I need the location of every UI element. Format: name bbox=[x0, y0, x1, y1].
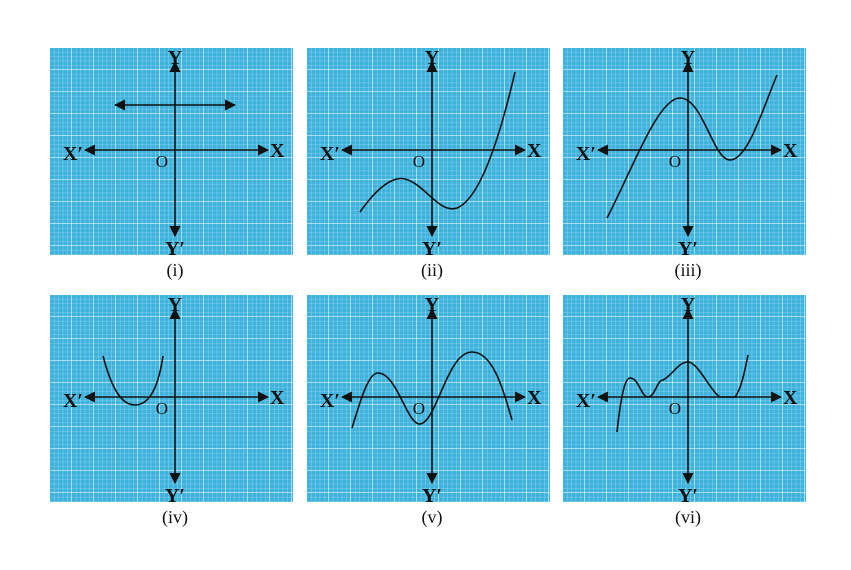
graph-panel: Y Y′ X X′ O (iv) bbox=[50, 294, 293, 528]
curve bbox=[351, 351, 513, 429]
grid-major bbox=[563, 295, 806, 502]
curve bbox=[616, 354, 749, 433]
grid-major bbox=[50, 295, 293, 502]
axis-label-x: X bbox=[783, 387, 798, 409]
axis-label-x-prime: X′ bbox=[576, 143, 596, 165]
axis-label-x-prime: X′ bbox=[320, 390, 340, 412]
curve bbox=[606, 74, 778, 219]
axis-label-x-prime: X′ bbox=[576, 390, 596, 412]
panel-caption: (v) bbox=[422, 507, 443, 528]
panel-caption: (vi) bbox=[675, 507, 701, 528]
origin-label: O bbox=[413, 399, 425, 418]
axis-label-y: Y bbox=[425, 47, 440, 69]
origin-label: O bbox=[156, 399, 168, 418]
axis-label-x: X bbox=[783, 140, 798, 162]
graph-panel: Y Y′ X X′ O (v) bbox=[307, 294, 550, 528]
origin-label: O bbox=[669, 399, 681, 418]
axis-label-x: X bbox=[270, 387, 285, 409]
axis-label-y: Y bbox=[425, 294, 440, 316]
origin-label: O bbox=[156, 152, 168, 171]
curve bbox=[102, 355, 164, 406]
curve bbox=[359, 71, 516, 213]
graph-panel: Y Y′ X X′ O (ii) bbox=[307, 47, 550, 281]
axis-label-y-prime: Y′ bbox=[422, 238, 442, 260]
axis-label-y: Y bbox=[681, 294, 696, 316]
axis-label-y-prime: Y′ bbox=[678, 485, 698, 507]
axis-label-y-prime: Y′ bbox=[422, 485, 442, 507]
grid-major bbox=[50, 48, 293, 255]
panel-caption: (iv) bbox=[162, 507, 188, 528]
axis-label-y-prime: Y′ bbox=[678, 238, 698, 260]
axis-label-y-prime: Y′ bbox=[165, 238, 185, 260]
graph-panel: Y Y′ X X′ O (iii) bbox=[563, 47, 806, 281]
graph-panel: Y Y′ X X′ O (vi) bbox=[563, 294, 806, 528]
axis-label-y: Y bbox=[168, 294, 183, 316]
axis-label-x: X bbox=[270, 140, 285, 162]
grid-major bbox=[563, 48, 806, 255]
axis-label-y: Y bbox=[168, 47, 183, 69]
panel-caption: (iii) bbox=[675, 260, 702, 281]
axis-label-x-prime: X′ bbox=[320, 143, 340, 165]
panel-caption: (i) bbox=[167, 260, 184, 281]
axis-label-x: X bbox=[527, 140, 542, 162]
origin-label: O bbox=[413, 152, 425, 171]
grid-major bbox=[307, 295, 550, 502]
graph-panel: Y Y′ X X′ O (i) bbox=[50, 47, 293, 281]
axis-label-x-prime: X′ bbox=[63, 390, 83, 412]
axis-label-x-prime: X′ bbox=[63, 143, 83, 165]
axis-label-x: X bbox=[527, 387, 542, 409]
panel-caption: (ii) bbox=[421, 260, 443, 281]
origin-label: O bbox=[669, 152, 681, 171]
axis-label-y-prime: Y′ bbox=[165, 485, 185, 507]
axis-label-y: Y bbox=[681, 47, 696, 69]
